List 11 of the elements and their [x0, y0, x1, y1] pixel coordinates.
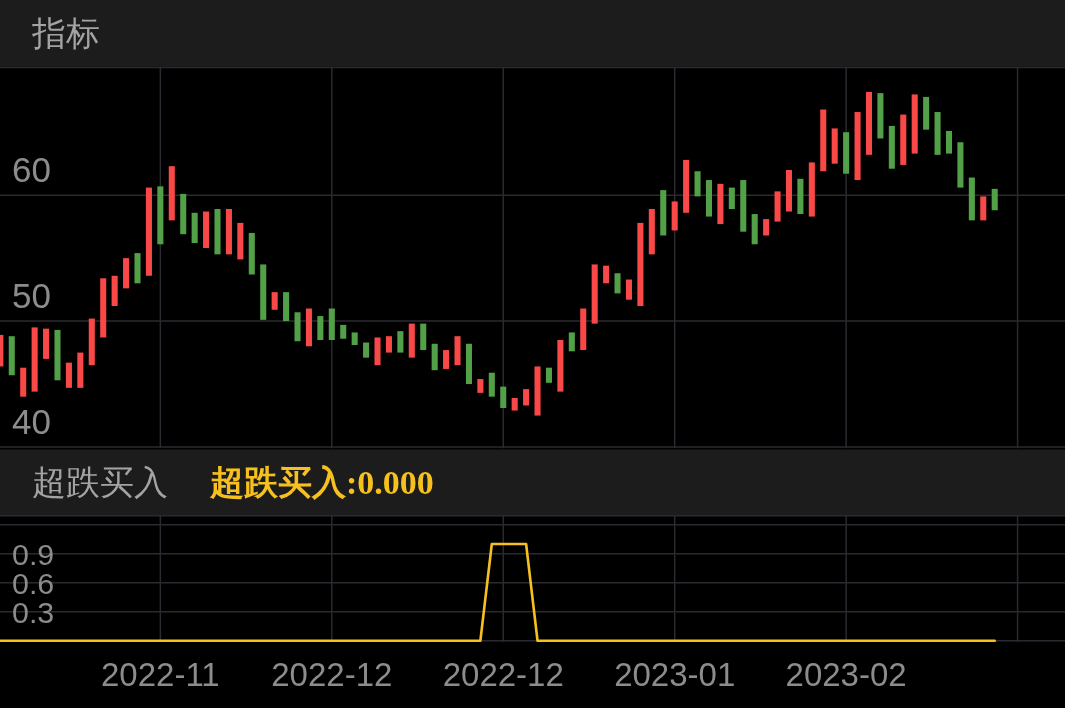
chart-title: 指标: [31, 14, 100, 53]
chart-title: 超跌买入: [32, 463, 168, 502]
x-tick-label: 2022-12: [271, 656, 393, 693]
chart-subtitle: 超跌买入:0.000: [209, 463, 434, 501]
y-tick-label: 50: [12, 276, 51, 316]
x-tick-label: 2023-01: [614, 656, 736, 693]
y-tick-label: 40: [12, 402, 51, 442]
x-tick-label: 2023-02: [785, 656, 907, 693]
y-tick-label: 60: [12, 150, 51, 190]
x-tick-label: 2022-11: [101, 656, 220, 693]
x-tick-label: 2022-12: [442, 656, 564, 693]
